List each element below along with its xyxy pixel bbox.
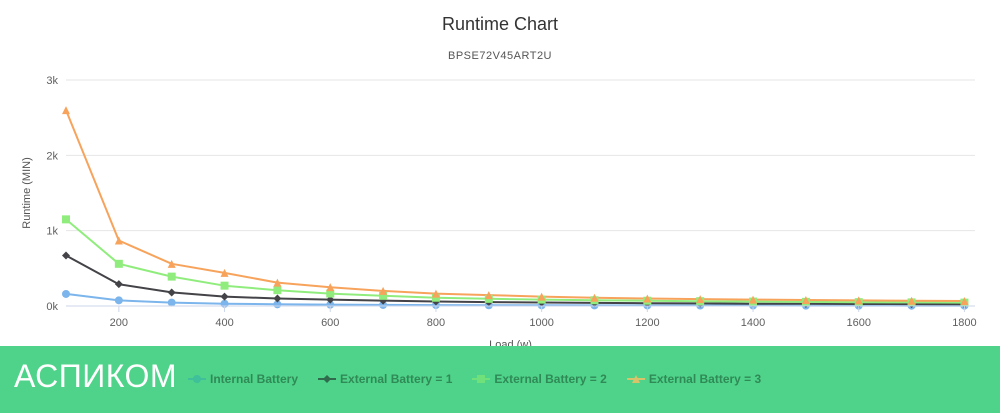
data-point (114, 236, 123, 245)
legend-label: External Battery = 1 (340, 372, 453, 386)
data-point (220, 281, 229, 290)
data-point (326, 300, 335, 309)
brand-banner: АСПИКОМ Internal Battery External Batter… (0, 346, 1000, 413)
data-point (62, 289, 70, 298)
x-tick-label: 800 (427, 317, 445, 329)
data-point (643, 294, 652, 303)
data-point (379, 291, 388, 300)
data-point (326, 295, 335, 304)
data-point (379, 286, 388, 295)
data-point (167, 272, 176, 281)
data-point (167, 298, 176, 307)
axes: 0k 1k 2k 3k 200 400 600 800 1000 1200 1400 1600 1800… (21, 75, 977, 346)
x-tick-label: 1000 (529, 317, 553, 329)
data-point (273, 294, 282, 303)
data-point (696, 295, 705, 304)
data-point (907, 296, 916, 305)
x-tick-label: 1600 (846, 317, 870, 329)
square-marker-icon (472, 375, 491, 383)
legend-item-external-battery-3[interactable]: External Battery = 3 (626, 372, 762, 386)
x-tick-label: 400 (215, 317, 233, 329)
chart-subtitle: BPSE72V45ART2U (447, 50, 553, 62)
data-point (62, 251, 70, 260)
series-line-1 (65, 254, 965, 306)
data-point (854, 296, 863, 305)
data-point (960, 297, 969, 306)
legend-label: External Battery = 2 (494, 372, 607, 386)
data-point (114, 259, 123, 268)
chart-legend: Internal Battery External Battery = 1 Ex… (188, 372, 781, 386)
data-point (431, 293, 440, 302)
legend-label: External Battery = 3 (648, 372, 762, 386)
y-tick-label: 2k (46, 150, 58, 162)
series-markers (62, 106, 969, 310)
data-point (484, 291, 493, 300)
data-point (62, 106, 70, 115)
data-point (326, 283, 335, 292)
data-point (220, 268, 229, 277)
data-point (167, 259, 176, 268)
brand-logo-text: АСПИКОМ (14, 358, 178, 394)
circle-marker-icon (188, 375, 206, 383)
data-point (801, 296, 810, 305)
y-tick-label: 0k (46, 301, 58, 313)
data-point (590, 293, 599, 302)
data-point (273, 286, 282, 295)
data-point (273, 278, 282, 287)
legend-item-external-battery-1[interactable]: External Battery = 1 (318, 372, 452, 386)
legend-label: Internal Battery (210, 372, 299, 386)
data-point (431, 289, 440, 298)
x-axis-title: Load (w) (489, 339, 532, 346)
y-axis-title: Runtime (MIN) (21, 157, 33, 229)
x-tick-label: 1800 (952, 317, 976, 329)
series-line-3 (65, 109, 965, 302)
legend-item-external-battery-2[interactable]: External Battery = 2 (472, 372, 607, 386)
y-tick-label: 1k (46, 226, 58, 238)
triangle-marker-icon (626, 375, 645, 383)
y-tick-label: 3k (46, 75, 58, 87)
x-tick-label: 200 (110, 317, 128, 329)
data-point (379, 300, 388, 309)
data-point (326, 289, 335, 298)
chart-title: Runtime Chart (441, 14, 559, 34)
legend-item-internal-battery[interactable]: Internal Battery (188, 372, 298, 386)
data-point (749, 295, 758, 304)
data-point (220, 292, 229, 301)
series-lines (65, 109, 965, 307)
x-tick-label: 600 (321, 317, 339, 329)
x-tick-label: 1200 (635, 317, 659, 329)
data-point (167, 288, 176, 297)
runtime-line-chart: 0k 1k 2k 3k 200 400 600 800 1000 1200 1400 1600 1800… (21, 75, 977, 346)
data-point (62, 215, 70, 224)
data-point (114, 280, 123, 289)
data-point (537, 292, 546, 301)
grid-lines (66, 79, 975, 307)
diamond-marker-icon (318, 375, 337, 383)
x-tick-label: 1400 (741, 317, 765, 329)
data-point (114, 296, 123, 305)
series-line-2 (65, 218, 965, 304)
